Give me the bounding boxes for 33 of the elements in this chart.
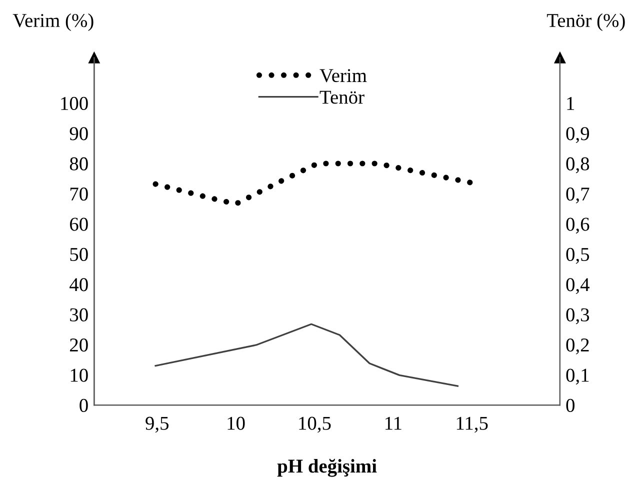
y2-tick-label: 0,6: [566, 218, 590, 234]
y2-tick-label: 0,3: [566, 308, 590, 324]
y-tick-label: 10: [70, 368, 88, 382]
y-axis-title: Verim (%): [12, 13, 94, 32]
y2-tick-label: 0: [566, 398, 574, 412]
y-tick-label: 90: [70, 127, 88, 140]
x-tick-label: 11: [386, 416, 402, 430]
x-axis-title: pH değişimi: [277, 458, 377, 477]
y-tick-label: 80: [70, 157, 88, 170]
y2-tick-label: 0,1: [566, 368, 589, 385]
x-tick-label: 11,5: [456, 416, 488, 433]
y2-tick-label: 0,5: [566, 248, 590, 264]
y-tick-label: 100: [61, 96, 88, 110]
y-tick-label: 40: [70, 278, 88, 292]
x-tick-label: 9,5: [146, 416, 169, 433]
legend-label: Tenör: [320, 90, 364, 104]
y2-tick-label: 0,8: [566, 157, 590, 174]
x-tick-label: 10: [228, 416, 245, 430]
y-tick-label: 0: [80, 398, 88, 412]
y2-axis-title: Tenör (%): [546, 13, 625, 32]
y2-tick-label: 0,7: [566, 188, 590, 204]
y-tick-label: 30: [70, 308, 88, 322]
line-series: [154, 323, 459, 387]
y2-tick-label: 1: [567, 97, 574, 110]
y-tick-label: 50: [70, 248, 88, 262]
y2-tick-label: 0,2: [566, 338, 589, 354]
y-tick-label: 70: [70, 188, 88, 201]
y2-tick-label: 0,4: [566, 278, 590, 294]
y-tick-label: 60: [70, 218, 88, 231]
legend-label: Verim: [320, 69, 367, 82]
y-tick-label: 20: [70, 338, 88, 352]
y2-tick-label: 0,9: [566, 127, 590, 144]
x-tick-label: 10,5: [299, 416, 331, 433]
